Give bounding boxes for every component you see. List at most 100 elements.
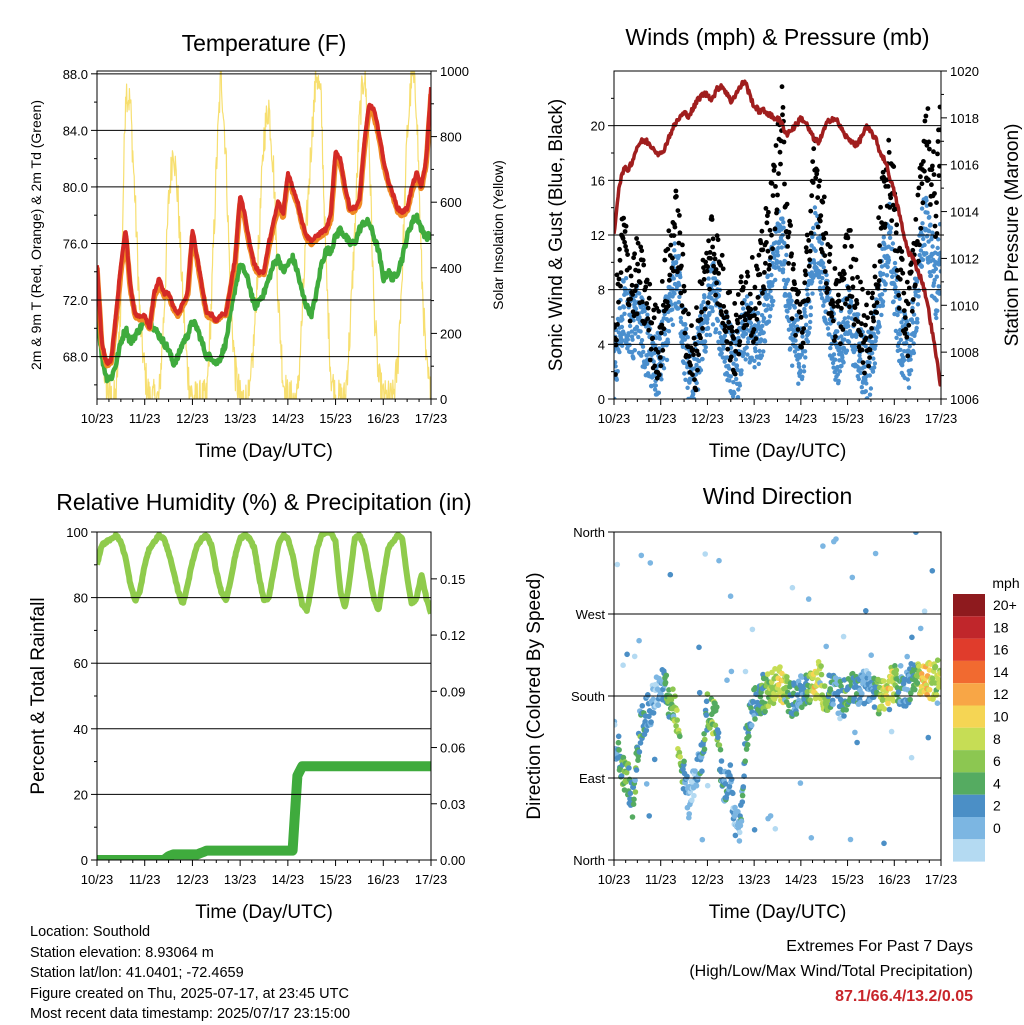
wind-point xyxy=(793,338,798,343)
y2-tick-label: 0.00 xyxy=(440,853,465,868)
y-tick-label: 80.0 xyxy=(63,180,88,195)
wind-point xyxy=(621,305,627,310)
gust-point xyxy=(696,352,701,358)
direction-point xyxy=(623,769,630,776)
gust-point xyxy=(758,240,764,246)
winds-chart: 0 4 8 12 16 20 1006 1008 1010 1012 1014 1016 1018 102… xyxy=(546,24,1023,462)
wind-point xyxy=(809,279,815,284)
legend-label: 14 xyxy=(993,664,1009,680)
gust-point xyxy=(829,314,835,319)
gust-point xyxy=(936,173,941,178)
wind-point xyxy=(676,300,681,305)
wind-point xyxy=(908,357,913,362)
wind-point xyxy=(881,235,886,240)
gust-point xyxy=(852,305,858,310)
wind-point xyxy=(755,311,761,316)
wind-point xyxy=(789,298,794,304)
gust-point xyxy=(802,268,808,274)
gust-point xyxy=(752,284,758,290)
x-tick-label: 11/23 xyxy=(129,872,161,887)
gust-point xyxy=(840,327,846,332)
gust-point xyxy=(865,290,871,296)
direction-point xyxy=(703,698,710,705)
wind-point xyxy=(805,292,810,297)
gust-point xyxy=(688,362,693,368)
gust-point xyxy=(737,339,743,344)
gust-point xyxy=(821,194,827,200)
direction-point xyxy=(748,722,755,729)
gust-point xyxy=(931,149,936,155)
legend-swatch xyxy=(953,660,985,684)
gust-point xyxy=(625,252,630,257)
wind-point xyxy=(641,349,646,355)
direction-point xyxy=(702,551,708,557)
wind-point xyxy=(734,376,739,382)
wind-point xyxy=(839,363,844,369)
direction-point xyxy=(632,777,638,784)
y2-axis-label: Station Pressure (Maroon) xyxy=(1002,124,1023,347)
gust-point xyxy=(888,195,894,201)
direction-point xyxy=(833,536,839,542)
legend-swatch xyxy=(953,683,985,706)
legend-label: 8 xyxy=(993,731,1001,747)
gust-point xyxy=(876,215,881,221)
direction-point xyxy=(699,768,705,774)
gust-point xyxy=(874,300,880,305)
y2-tick-label: 1018 xyxy=(950,111,979,126)
direction-point xyxy=(895,689,902,695)
wind-point xyxy=(722,333,728,338)
gust-point xyxy=(904,334,910,340)
gust-point xyxy=(801,298,807,304)
gust-point xyxy=(786,261,791,266)
gust-point xyxy=(710,244,715,250)
y-tick-label: 88.0 xyxy=(63,67,88,82)
gust-point xyxy=(838,341,843,346)
wind-point xyxy=(820,260,826,266)
gust-point xyxy=(701,277,707,282)
wind-point xyxy=(937,222,941,227)
wind-point xyxy=(810,291,815,296)
gust-point xyxy=(731,336,737,341)
gust-point xyxy=(937,163,941,169)
gust-point xyxy=(715,237,721,243)
humidity-chart: 0 20 40 60 80 100 0.00 0.03 0.06 0.09 0.12 0.15 10/2… xyxy=(28,489,472,923)
wind-point xyxy=(909,337,914,343)
gust-point xyxy=(627,318,633,324)
plot-frame xyxy=(613,531,942,861)
gust-point xyxy=(622,229,628,234)
gust-point xyxy=(815,224,821,230)
direction-point xyxy=(871,704,878,710)
wind-point xyxy=(640,344,646,349)
gust-point xyxy=(916,258,921,264)
y-tick-label: South xyxy=(571,689,605,704)
gust-point xyxy=(889,218,895,224)
direction-point xyxy=(645,692,651,698)
wind-point xyxy=(858,357,863,362)
gust-point xyxy=(681,283,687,289)
gust-point xyxy=(882,221,888,227)
direction-point xyxy=(629,814,636,820)
gust-point xyxy=(822,253,828,258)
wind-point xyxy=(702,339,708,344)
gust-point xyxy=(796,289,801,295)
wind-point xyxy=(614,360,618,365)
direction-point xyxy=(821,683,828,689)
wind-point xyxy=(702,295,707,300)
gust-point xyxy=(908,269,914,275)
direction-point xyxy=(830,701,836,707)
gust-point xyxy=(858,332,864,338)
wind-point xyxy=(765,273,771,278)
wind-point xyxy=(935,245,940,251)
gust-point xyxy=(737,314,743,320)
elevation-text: Station elevation: 8.93064 m xyxy=(30,944,214,961)
wind-point xyxy=(876,330,881,335)
gust-point xyxy=(623,223,629,229)
wind-point xyxy=(735,395,741,399)
gust-point xyxy=(635,240,641,246)
direction-point xyxy=(618,773,625,779)
wind-point xyxy=(792,305,797,310)
gust-point xyxy=(647,357,653,363)
wind-point xyxy=(707,311,712,317)
gust-point xyxy=(763,206,769,211)
gust-point xyxy=(799,330,805,335)
